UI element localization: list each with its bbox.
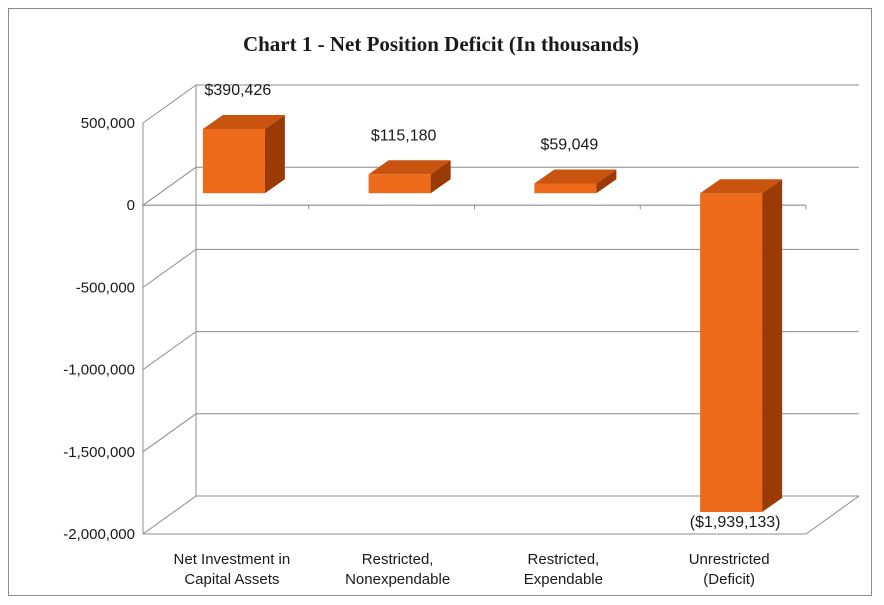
x-category-label-line: Capital Assets: [184, 571, 279, 588]
data-label: $390,426: [205, 82, 272, 99]
data-label: $59,049: [540, 136, 598, 153]
x-category-label-line: Restricted,: [362, 551, 434, 568]
bar-top-face: [368, 160, 451, 175]
chart-frame: Chart 1 - Net Position Deficit (In thous…: [8, 8, 872, 596]
y-tick-label: 500,000: [81, 115, 135, 132]
chart-title: Chart 1 - Net Position Deficit (In thous…: [243, 32, 639, 56]
y-tick-label: -500,000: [76, 279, 135, 296]
bar-side-face: [762, 179, 783, 512]
y-tick-label: -1,500,000: [63, 444, 135, 461]
chart-svg: Chart 1 - Net Position Deficit (In thous…: [63, 32, 860, 588]
side-wall-gridline: [142, 84, 197, 124]
side-wall-gridline: [142, 331, 197, 371]
x-category-label-line: Unrestricted: [689, 551, 770, 568]
x-category-label: Restricted, Expendable: [524, 551, 603, 588]
y-tick-label: 0: [127, 197, 135, 214]
axes: [142, 85, 860, 535]
y-tick-label: -2,000,000: [63, 526, 135, 543]
bar: [202, 115, 285, 194]
bar-top-face: [700, 179, 783, 194]
bar: [700, 179, 783, 512]
bar-side-face: [430, 160, 451, 194]
bar-top-face: [202, 115, 285, 130]
bar: [534, 169, 617, 194]
x-category-label-line: Restricted,: [528, 551, 600, 568]
bar-side-face: [596, 169, 617, 194]
y-tick-label: -1,000,000: [63, 362, 135, 379]
x-category-label-line: Nonexpendable: [345, 571, 450, 588]
floor-right-edge: [805, 495, 860, 535]
side-wall-gridline: [142, 166, 197, 206]
side-wall-gridline: [142, 248, 197, 288]
y-axis-tick-labels: 500,000 0 -500,000 -1,000,000 -1,500,000 -2,0…: [63, 115, 135, 543]
bars: [202, 115, 783, 512]
x-category-label: Unrestricted (Deficit): [689, 551, 770, 588]
x-category-label-line: Net Investment in: [174, 551, 291, 568]
bar-front-face: [368, 174, 431, 194]
data-label: ($1,939,133): [690, 514, 781, 531]
data-label: $115,180: [371, 127, 437, 144]
x-category-label-line: Expendable: [524, 571, 603, 588]
side-wall-gridline: [142, 495, 197, 535]
x-category-label: Restricted, Nonexpendable: [345, 551, 450, 588]
data-labels: $390,426 $115,180 $59,049 ($1,939,133): [205, 82, 781, 531]
x-axis-category-labels: Net Investment in Capital Assets Restricte…: [174, 551, 770, 588]
bar: [368, 160, 451, 194]
bar-front-face: [202, 129, 265, 194]
side-wall-gridline: [142, 413, 197, 453]
x-category-label: Net Investment in Capital Assets: [174, 551, 291, 588]
bar-front-face: [700, 193, 763, 512]
bar-side-face: [264, 115, 285, 194]
bar-top-face: [534, 169, 617, 184]
bar-front-face: [534, 183, 597, 194]
x-category-label-line: (Deficit): [703, 571, 755, 588]
